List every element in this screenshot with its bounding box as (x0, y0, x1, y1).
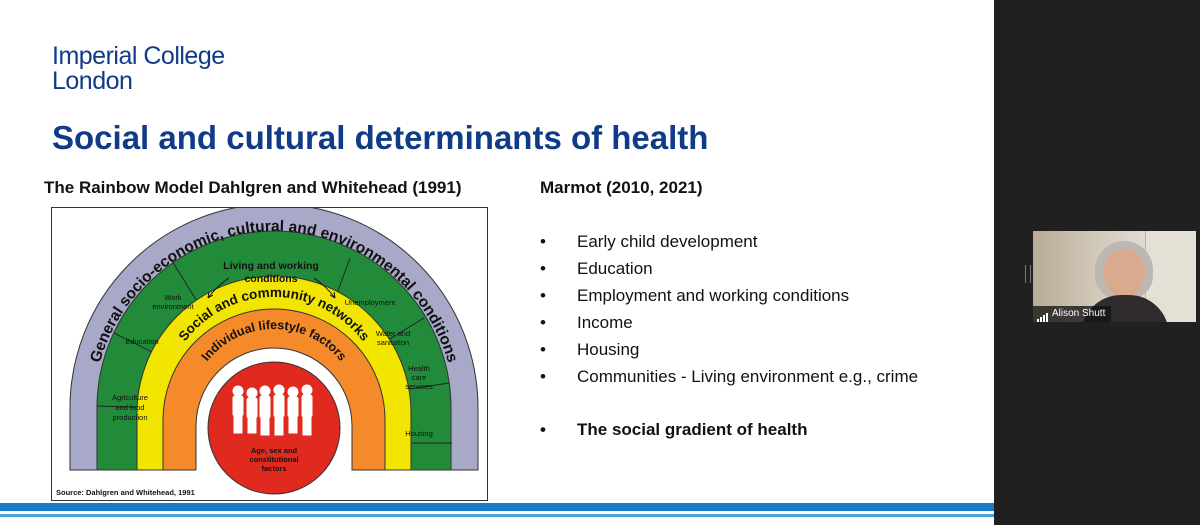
marmot-heading: Marmot (2010, 2021) (540, 178, 703, 197)
core-circle (207, 361, 341, 495)
svg-text:Work: Work (164, 293, 182, 302)
participant-name: Alison Shutt (1052, 308, 1106, 319)
signal-strength-icon (1037, 306, 1049, 322)
svg-text:Agriculture: Agriculture (112, 393, 148, 402)
living-label-1: Living and working (223, 260, 319, 272)
svg-text:production: production (112, 413, 147, 422)
list-item: • Communities - Living environment e.g., … (540, 367, 919, 386)
participant-name-bar: Alison Shutt (1033, 306, 1112, 322)
participant-video-tile[interactable]: Alison Shutt (1033, 231, 1196, 322)
list-item: • Housing (540, 340, 640, 359)
footer-bar-thin (0, 514, 994, 517)
slide-title: Social and cultural determinants of heal… (52, 119, 709, 156)
svg-text:Age, sex and: Age, sex and (251, 446, 298, 455)
svg-text:Water and: Water and (376, 329, 410, 338)
svg-text:sanitation: sanitation (377, 338, 409, 347)
key-list-item: • The social gradient of health (540, 420, 808, 439)
list-item: • Employment and working conditions (540, 286, 850, 305)
people-figures-icon (232, 384, 313, 436)
source-caption: Source: Dahlgren and Whitehead, 1991 (56, 488, 195, 497)
list-item: • Income (540, 313, 633, 332)
living-label-2: conditions (244, 273, 297, 285)
rainbow-model-heading: The Rainbow Model Dahlgren and Whitehead… (44, 178, 462, 197)
svg-text:factors: factors (261, 464, 286, 473)
lifestyle-band (162, 308, 386, 471)
svg-text:Education: Education (125, 337, 158, 346)
svg-text:Health: Health (408, 364, 430, 373)
footer-bar (0, 503, 994, 511)
rainbow-model-diagram: General socio-economic, cultural and env… (51, 207, 488, 501)
svg-text:environment: environment (152, 302, 194, 311)
svg-text:and food: and food (115, 403, 144, 412)
svg-text:Housing: Housing (405, 429, 433, 438)
presentation-slide: Imperial College London Social and cultu… (0, 0, 994, 525)
list-item: • Early child development (540, 232, 758, 251)
panel-resize-handle[interactable] (1025, 265, 1031, 283)
list-item: • Education (540, 259, 653, 278)
svg-text:constitutional: constitutional (249, 455, 298, 464)
imperial-logo: Imperial College London (52, 42, 225, 95)
svg-text:Unemployment: Unemployment (345, 298, 396, 307)
svg-text:care: care (412, 373, 427, 382)
marmot-list: • Early child development • Education • Emp… (540, 232, 918, 447)
svg-text:services: services (405, 382, 433, 391)
